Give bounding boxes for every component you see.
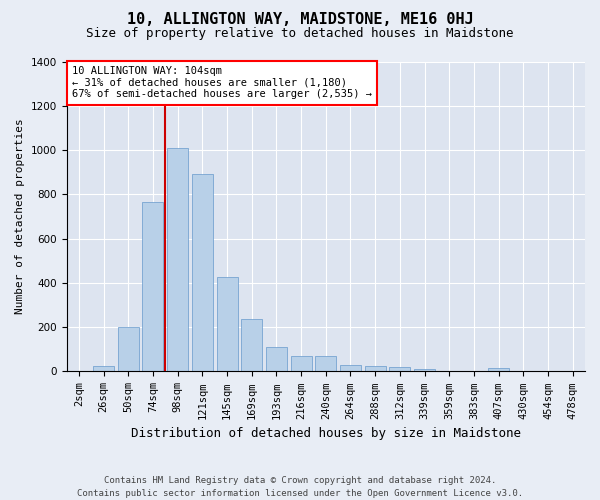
Bar — [414, 369, 435, 372]
Bar — [241, 320, 262, 372]
Text: Size of property relative to detached houses in Maidstone: Size of property relative to detached ho… — [86, 28, 514, 40]
Y-axis label: Number of detached properties: Number of detached properties — [15, 118, 25, 314]
Text: 10, ALLINGTON WAY, MAIDSTONE, ME16 0HJ: 10, ALLINGTON WAY, MAIDSTONE, ME16 0HJ — [127, 12, 473, 28]
Bar — [365, 366, 386, 372]
Bar — [142, 202, 163, 372]
Bar — [118, 327, 139, 372]
Bar — [167, 148, 188, 372]
Bar — [389, 367, 410, 372]
Text: 10 ALLINGTON WAY: 104sqm
← 31% of detached houses are smaller (1,180)
67% of sem: 10 ALLINGTON WAY: 104sqm ← 31% of detach… — [72, 66, 372, 100]
Bar — [192, 174, 213, 372]
Bar — [93, 366, 114, 372]
Text: Contains HM Land Registry data © Crown copyright and database right 2024.
Contai: Contains HM Land Registry data © Crown c… — [77, 476, 523, 498]
Bar — [315, 356, 336, 372]
Bar — [340, 365, 361, 372]
Bar — [290, 356, 311, 372]
Bar — [488, 368, 509, 372]
Bar — [217, 278, 238, 372]
X-axis label: Distribution of detached houses by size in Maidstone: Distribution of detached houses by size … — [131, 427, 521, 440]
Bar — [266, 347, 287, 372]
